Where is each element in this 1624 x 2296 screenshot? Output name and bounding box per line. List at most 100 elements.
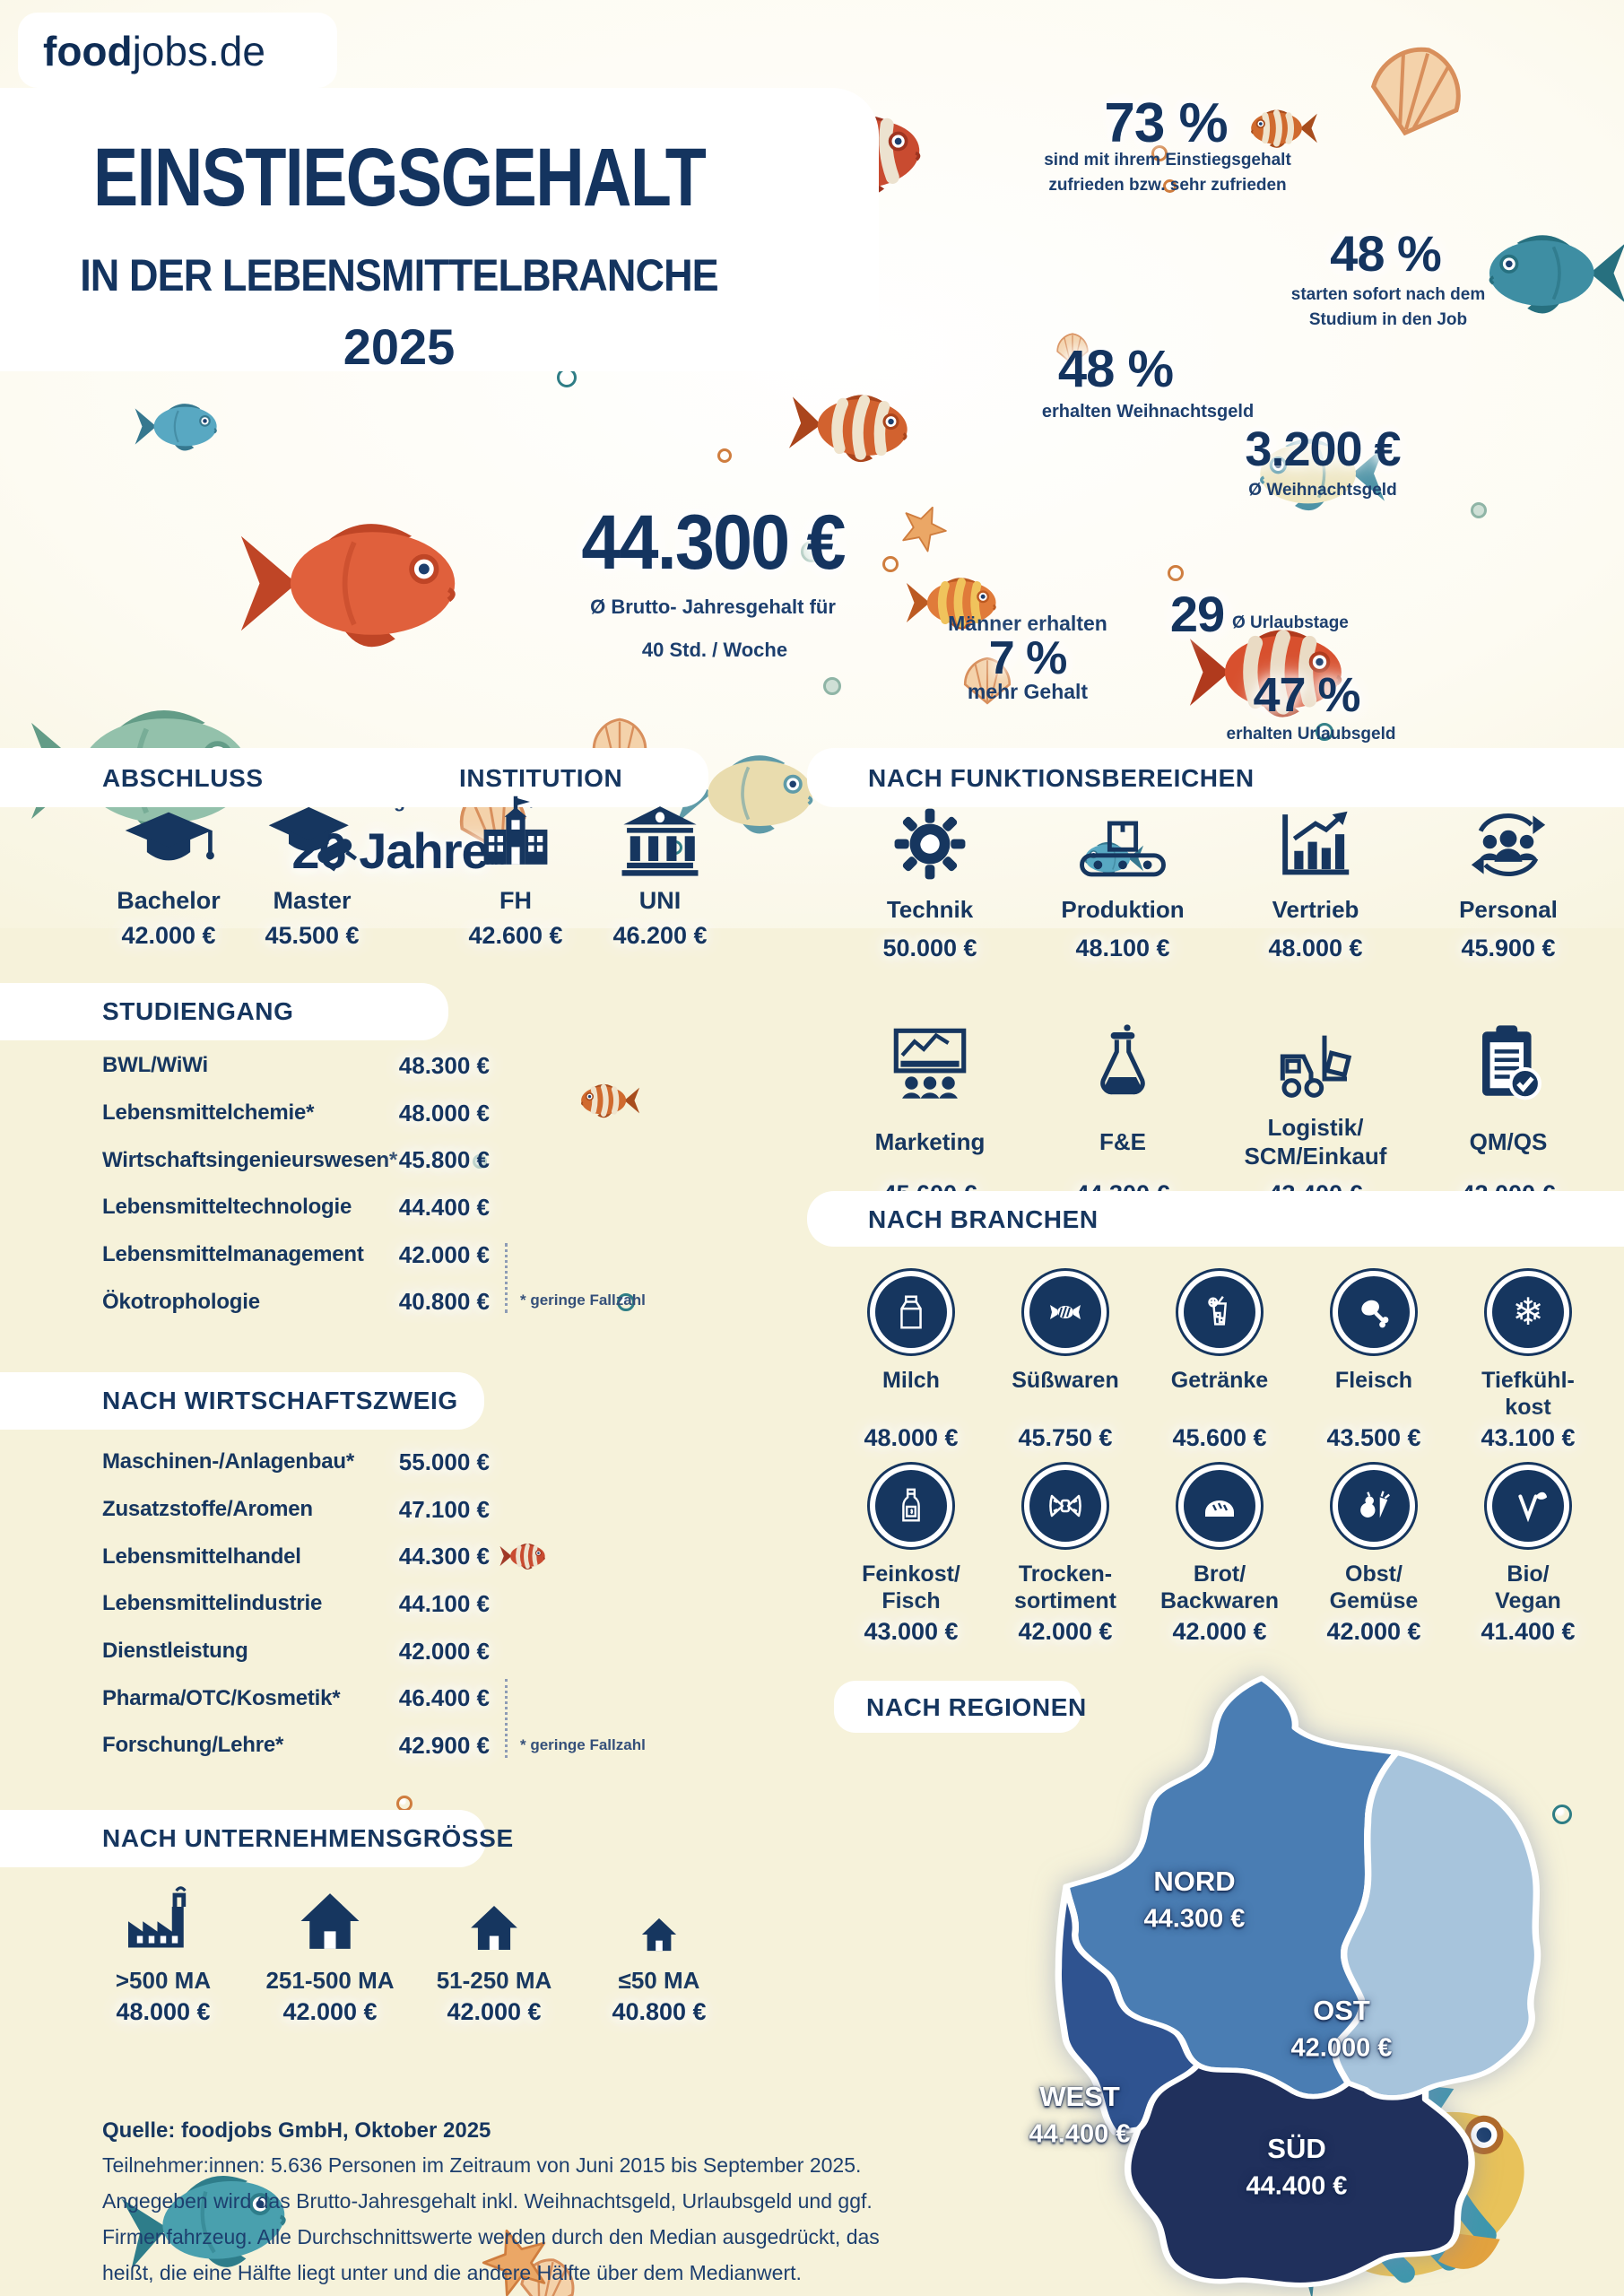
house-medium-icon [400,1880,588,1953]
wirtschaftszweig-row: Zusatzstoffe/Aromen 47.100 € [102,1486,490,1534]
bubble-icon [1168,565,1184,581]
institution-item-label: FH [499,887,532,914]
map-region-sued [1124,2062,1475,2288]
map-label-nord: NORD [1153,1866,1236,1897]
house-large-icon [236,1880,424,1953]
funktionsbereich-item: Marketing 45.600 € [836,1012,1024,1208]
map-label-sued: SÜD [1267,2133,1326,2164]
branche-item: Fleisch 43.500 € [1295,1268,1453,1452]
row-value: 48.300 € [398,1051,490,1079]
row-label: Zusatzstoffe/Aromen [102,1497,313,1522]
institution-item-value: 46.200 € [612,922,708,949]
row-label: Lebensmittelhandel [102,1544,301,1569]
wirtschaftszweig-row: Pharma/OTC/Kosmetik* 46.400 € [102,1674,490,1722]
wirtschaftszweig-row: Lebensmittelhandel 44.300 € [102,1533,490,1580]
unternehmensgroesse-value: 42.000 € [282,1998,378,2025]
branche-value: 43.000 € [864,1618,959,1645]
institution-item: FH 42.600 € [421,787,610,950]
blue-fish-illustration [133,393,227,460]
bubble-icon [717,448,732,463]
milk-carton-icon [867,1268,955,1356]
abschluss-item-value: 42.000 € [121,922,216,949]
branche-label-line2: Gemüse [1329,1588,1419,1613]
school-building-icon [421,787,610,877]
funktionsbereich-label: Marketing [874,1128,986,1155]
unternehmensgroesse-value: 48.000 € [116,1998,211,2025]
bubble-icon [1552,1805,1572,1824]
stat-startjob-caption1: starten sofort nach dem [1290,285,1486,304]
branche-value: 43.500 € [1326,1424,1421,1451]
row-label: Ökotrophologie [102,1289,260,1314]
funktionsbereich-item: Personal 45.900 € [1414,795,1602,962]
stat-urlaubsgeld-value: 47 % [1253,668,1360,722]
header-band-wirtschaftszweig [0,1372,484,1430]
university-icon [566,787,754,877]
clownfish-illustration [1243,100,1319,156]
branche-label-line2: Vegan [1495,1588,1561,1613]
funktionsbereich-item: Logistik/ SCM/Einkauf 43.400 € [1221,1012,1410,1208]
unternehmensgroesse-item: ≤50 MA 40.800 € [565,1880,753,2026]
branche-value: 45.600 € [1172,1424,1267,1451]
branche-item: Feinkost/Fisch 43.000 € [832,1462,990,1646]
funktionsbereich-item: Produktion 48.100 € [1029,795,1217,962]
funktionsbereich-item: Vertrieb 48.000 € [1221,795,1410,962]
funktionsbereich-item: QM/QS 42.000 € [1414,1012,1602,1208]
unternehmensgroesse-item: 251-500 MA 42.000 € [236,1880,424,2026]
drink-glass-icon [1176,1268,1264,1356]
bread-icon [1176,1462,1264,1550]
wirtschaftszweig-list: Maschinen-/Anlagenbau* 55.000 € Zusatzsto… [102,1439,490,1770]
branche-label-line1: Getränke [1170,1368,1269,1393]
row-label: Pharma/OTC/Kosmetik* [102,1685,341,1710]
wirtschaftszweig-row: Dienstleistung 42.000 € [102,1628,490,1675]
snowflake-icon: ❄ [1484,1268,1572,1356]
row-value: 40.800 € [398,1288,490,1316]
branche-item: Bio/Vegan 41.400 € [1449,1462,1607,1646]
row-label: Lebensmitteltechnologie [102,1195,352,1220]
abschluss-item: Master 45.500 € [218,787,406,950]
branche-label-line1: Bio/ [1507,1561,1550,1587]
institution-item-label: UNI [638,887,682,914]
vegan-leaf-icon [1484,1462,1572,1550]
stat-salary-value: 44.300 € [581,500,846,586]
header-band-unternehmensgroesse [0,1810,486,1867]
page-title-line3: 2025 [343,318,456,375]
row-label: Maschinen-/Anlagenbau* [102,1449,354,1474]
bubble-icon [823,677,841,695]
studiengang-row: Lebensmitteltechnologie 44.400 € [102,1184,490,1231]
studiengang-footnote: * geringe Fallzahl [520,1292,646,1309]
germany-map [1055,1675,1541,2288]
header-band-funktionsbereiche [807,748,1624,807]
branche-value: 48.000 € [864,1424,959,1451]
clownfish-illustration [574,1074,641,1126]
title-box [0,88,879,371]
stat-gender-value: 7 % [988,632,1068,684]
unternehmensgroesse-item: >500 MA 48.000 € [69,1880,257,2026]
branche-item: ❄ Tiefkühl-kost 43.100 € [1449,1268,1607,1452]
clipboard-check-icon [1414,1012,1602,1105]
section-header-unternehmensgroesse: NACH UNTERNEHMENSGRÖSSE [102,1824,514,1852]
branche-label-line2: Fisch [881,1588,941,1613]
institution-item: UNI 46.200 € [566,787,754,950]
page-title-line1: EINSTIEGSGEHALT [92,132,707,223]
row-value: 55.000 € [398,1448,490,1475]
stat-startjob-caption2: Studium in den Job [1308,310,1468,329]
clownfish-illustration [499,1535,551,1577]
row-label: Dienstleistung [102,1639,248,1664]
bubble-icon [1163,179,1177,193]
funktionsbereich-label: Vertrieb [1272,896,1359,923]
branche-value: 42.000 € [1326,1618,1421,1645]
branche-item: Milch 48.000 € [832,1268,990,1452]
stat-weihnachtsgeld-share-value: 48 % [1057,340,1174,398]
abschluss-item: Bachelor 42.000 € [74,787,263,950]
branche-label-line1: Trocken- [1018,1561,1113,1587]
map-value-sued: 44.400 € [1246,2171,1348,2201]
candy-icon [1021,1268,1109,1356]
conveyor-icon [1029,795,1217,883]
funktionsbereich-value: 50.000 € [882,935,977,961]
branche-label-line1: Fleisch [1334,1368,1413,1393]
section-header-regionen: NACH REGIONEN [866,1693,1087,1721]
clownfish-illustration [784,372,925,482]
unternehmensgroesse-item: 51-250 MA 42.000 € [400,1880,588,2026]
row-value: 44.300 € [398,1543,490,1570]
stat-weihnachtsgeld-avg-value: 3.200 € [1245,422,1401,476]
